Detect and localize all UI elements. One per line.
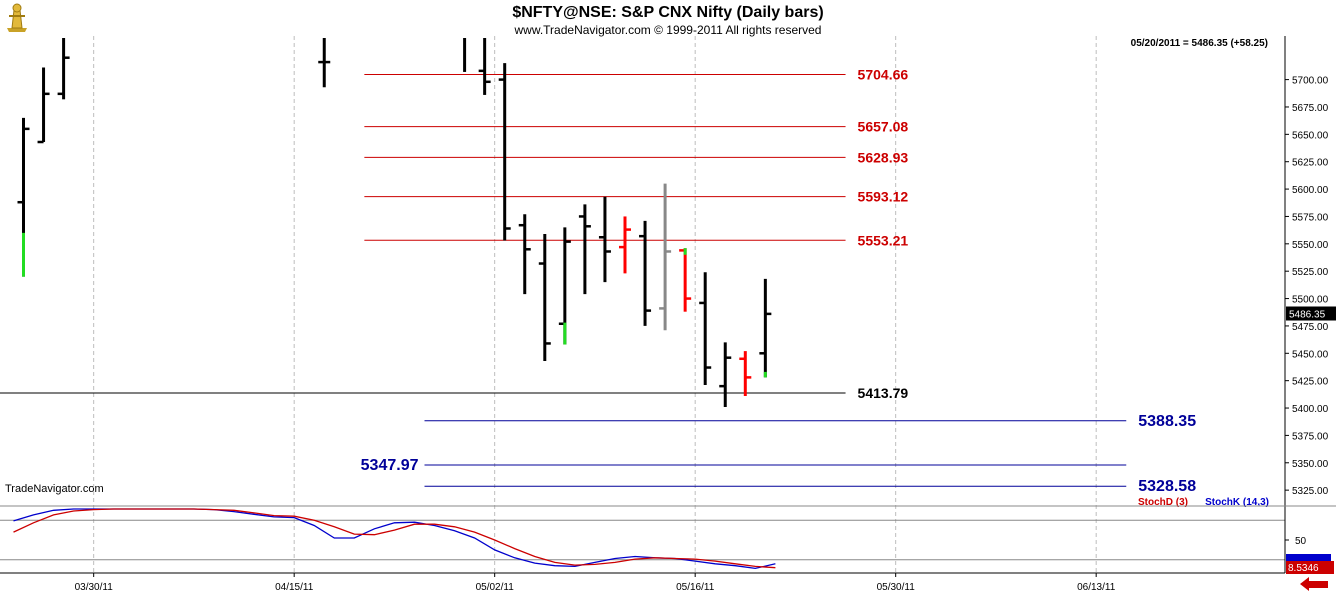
- copyright-text: www.TradeNavigator.com © 1999-2011 All r…: [514, 23, 822, 37]
- x-tick-label: 04/15/11: [275, 582, 314, 593]
- level-label: 5347.97: [361, 457, 419, 474]
- chart-title: $NFTY@NSE: S&P CNX Nifty (Daily bars): [512, 4, 823, 21]
- horizontal-levels: 5704.66 5657.08 5628.93 5593.12 5553.21 5413.…: [0, 67, 1196, 495]
- level-label: 5593.12: [858, 189, 909, 205]
- level-label: 5657.08: [858, 119, 909, 135]
- last-quote: 05/20/2011 = 5486.35 (+58.25): [1131, 38, 1268, 49]
- stoch-current-tag: [1286, 561, 1334, 574]
- ohlc-bar: [318, 38, 331, 88]
- trade-navigator-logo-icon[interactable]: [3, 2, 31, 34]
- ohlc-bar: [719, 342, 732, 407]
- ohlc-bar: [679, 248, 692, 312]
- stoch-k-legend: StochK (14,3): [1205, 497, 1269, 508]
- price-tick-label: 5550.00: [1292, 240, 1329, 251]
- price-tick-label: 5350.00: [1292, 459, 1329, 470]
- ohlc-bar: [478, 38, 491, 95]
- price-tick-label: 5700.00: [1292, 76, 1329, 87]
- current-price-tag: [1286, 306, 1336, 321]
- ohlc-bar: [598, 196, 611, 283]
- level-label: 5628.93: [858, 149, 909, 165]
- ohlc-bar: [759, 278, 772, 378]
- stoch-d-legend: StochD (3): [1138, 497, 1188, 508]
- stoch-current-label: 8.5346: [1288, 563, 1319, 574]
- ohlc-bar: [558, 227, 571, 345]
- ohlc-bar: [578, 204, 591, 295]
- price-tick-label: 5400.00: [1292, 404, 1329, 415]
- ohlc-bar: [699, 272, 712, 386]
- level-label: 5413.79: [858, 385, 909, 401]
- price-tick-label: 5375.00: [1292, 431, 1329, 442]
- price-tick-label: 5450.00: [1292, 349, 1329, 360]
- price-tick-label: 5600.00: [1292, 185, 1329, 196]
- price-tick-label: 5675.00: [1292, 103, 1329, 114]
- x-tick-label: 03/30/11: [75, 582, 114, 593]
- ohlc-bar: [659, 183, 672, 331]
- grid-layer: [93, 36, 1097, 573]
- price-tick-label: 5650.00: [1292, 130, 1329, 141]
- current-price-label: 5486.35: [1289, 310, 1326, 321]
- ohlc-bar: [17, 117, 30, 277]
- ohlc-bar: [538, 233, 551, 361]
- axes: 03/30/11 04/15/11 05/02/11 05/16/11 05/30/11…: [0, 36, 1336, 593]
- ohlc-bar: [57, 38, 70, 100]
- ohlc-bar: [639, 220, 652, 326]
- ohlc-bar: [619, 216, 631, 274]
- price-tick-label: 5425.00: [1292, 377, 1329, 388]
- x-tick-label: 05/02/11: [476, 582, 515, 593]
- price-bars: [17, 38, 772, 407]
- stoch-d-line: [13, 508, 776, 569]
- price-tick-label: 5325.00: [1292, 486, 1329, 497]
- price-tick-label: 5475.00: [1292, 322, 1329, 333]
- watermark: TradeNavigator.com: [5, 483, 104, 495]
- price-tick-label: 5500.00: [1292, 295, 1329, 306]
- price-tick-label: 5625.00: [1292, 158, 1329, 169]
- price-tick-label: 5525.00: [1292, 267, 1329, 278]
- scroll-left-arrow-icon[interactable]: [1296, 575, 1336, 594]
- price-tick-label: 5575.00: [1292, 212, 1329, 223]
- ohlc-bar: [739, 351, 752, 396]
- stoch-tick-label: 50: [1295, 536, 1307, 547]
- stochastic-panel: StochD (3) StochK (14,3) 50 8.5346: [0, 497, 1334, 574]
- ohlc-bar: [498, 63, 511, 241]
- ohlc-bar: [463, 38, 467, 72]
- level-label: 5388.35: [1138, 413, 1196, 430]
- ohlc-bar: [518, 214, 531, 295]
- level-label: 5553.21: [858, 232, 909, 248]
- level-label: 5328.58: [1138, 478, 1196, 495]
- x-tick-label: 06/13/11: [1077, 582, 1116, 593]
- level-label: 5704.66: [858, 67, 909, 83]
- x-tick-label: 05/16/11: [676, 582, 715, 593]
- stoch-k-tag: [1286, 554, 1331, 562]
- ohlc-bar: [37, 67, 50, 144]
- x-tick-label: 05/30/11: [877, 582, 916, 593]
